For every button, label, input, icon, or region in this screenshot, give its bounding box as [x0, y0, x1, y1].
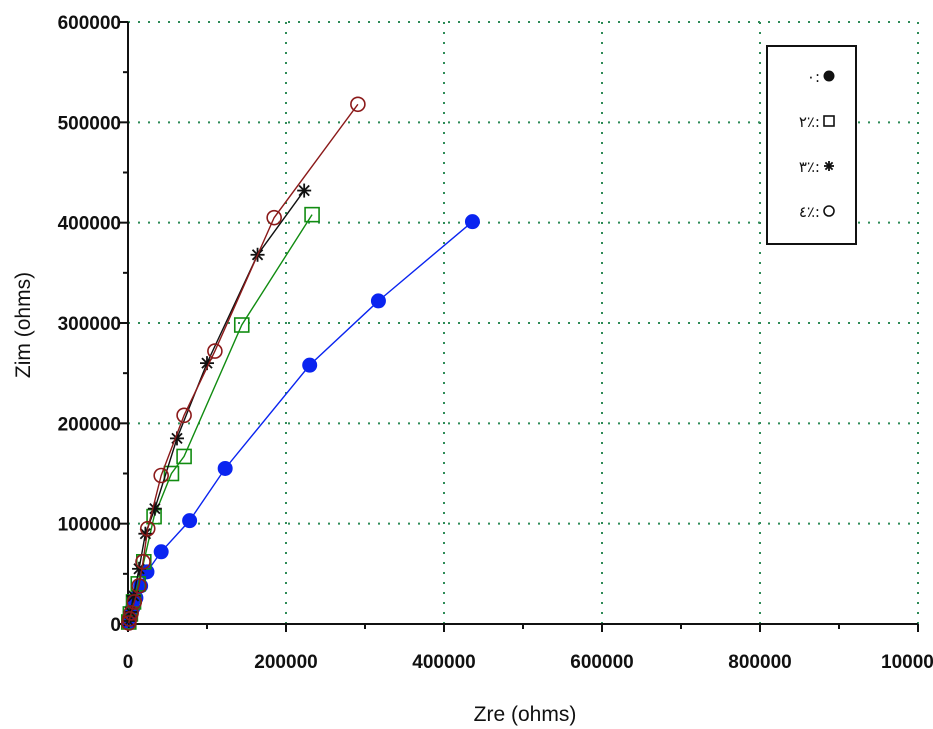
data-point-open-square [233, 317, 250, 333]
series-filled-circle [121, 214, 480, 630]
series-open-square [120, 206, 320, 630]
data-point-open-circle [139, 520, 156, 537]
data-point-filled-circle [153, 544, 169, 560]
series-line [128, 214, 313, 623]
data-point-open-square [176, 448, 192, 465]
axes: 0 100000 200000 300000 400000 500000 600000 0 20… [58, 13, 933, 673]
series-line [128, 103, 359, 624]
data-point-open-square [823, 115, 835, 127]
data-point-open-circle [135, 553, 151, 570]
x-tick-label: 1000000 [881, 652, 933, 673]
y-tick-label: 400000 [58, 214, 121, 235]
legend-box [766, 45, 857, 245]
asterisk-stroke [824, 161, 834, 171]
data-point-asterisk [297, 183, 312, 198]
data-point-asterisk [147, 501, 162, 516]
data-point-filled-circle [823, 70, 835, 82]
legend-entry: ٢٪: [799, 113, 835, 131]
asterisk-stroke [139, 528, 152, 540]
data-point-filled-circle [217, 460, 233, 476]
legend-label: ٣٪: [799, 158, 820, 176]
legend-label: ٢٪: [799, 113, 820, 131]
y-tick-label: 200000 [58, 414, 121, 435]
legend-label: ٠: [807, 68, 820, 86]
data-point-open-circle [823, 205, 835, 217]
y-axis-title: Zim (ohms) [12, 272, 35, 378]
legend-entry: ٠: [807, 68, 835, 86]
grid-lines [128, 21, 919, 624]
asterisk-stroke [298, 184, 310, 197]
data-point-open-square [304, 206, 320, 223]
data-point-open-square [163, 465, 180, 482]
data-point-open-circle [207, 343, 223, 359]
data-point-filled-circle [302, 357, 318, 373]
data-series [120, 96, 480, 631]
legend-entry: ٣٪: [799, 158, 834, 176]
y-tick-label: 300000 [58, 314, 121, 335]
series-open-circle [120, 96, 366, 631]
y-tick-label: 600000 [58, 13, 121, 34]
data-point-open-circle [126, 594, 143, 610]
legend-entry: ٤٪: [799, 203, 835, 221]
x-tick-label: 600000 [570, 652, 633, 673]
data-point-open-circle [176, 407, 192, 424]
data-point-open-circle [350, 96, 366, 113]
data-point-open-circle [153, 467, 169, 484]
data-point-filled-circle [370, 293, 386, 309]
y-tick-label: 500000 [58, 113, 121, 134]
y-tick-label: 0 [110, 615, 121, 636]
legend-label: ٤٪: [799, 203, 820, 221]
series-line [128, 190, 305, 622]
x-tick-label: 0 [123, 652, 134, 673]
legend: ٠: ٢٪: ٣٪: ٤٪: [766, 45, 857, 245]
data-point-filled-circle [464, 214, 480, 230]
data-point-open-circle [131, 578, 147, 594]
data-point-open-circle [266, 209, 282, 226]
data-point-open-circle [123, 605, 139, 621]
x-tick-label: 800000 [728, 652, 791, 673]
x-tick-label: 200000 [254, 652, 317, 673]
x-axis-title: Zre (ohms) [474, 703, 577, 726]
data-point-asterisk [138, 526, 153, 541]
data-point-filled-circle [182, 513, 198, 529]
data-point-asterisk [824, 161, 834, 171]
x-tick-label: 400000 [412, 652, 475, 673]
y-tick-label: 100000 [58, 515, 121, 536]
data-point-open-circle [121, 611, 138, 627]
